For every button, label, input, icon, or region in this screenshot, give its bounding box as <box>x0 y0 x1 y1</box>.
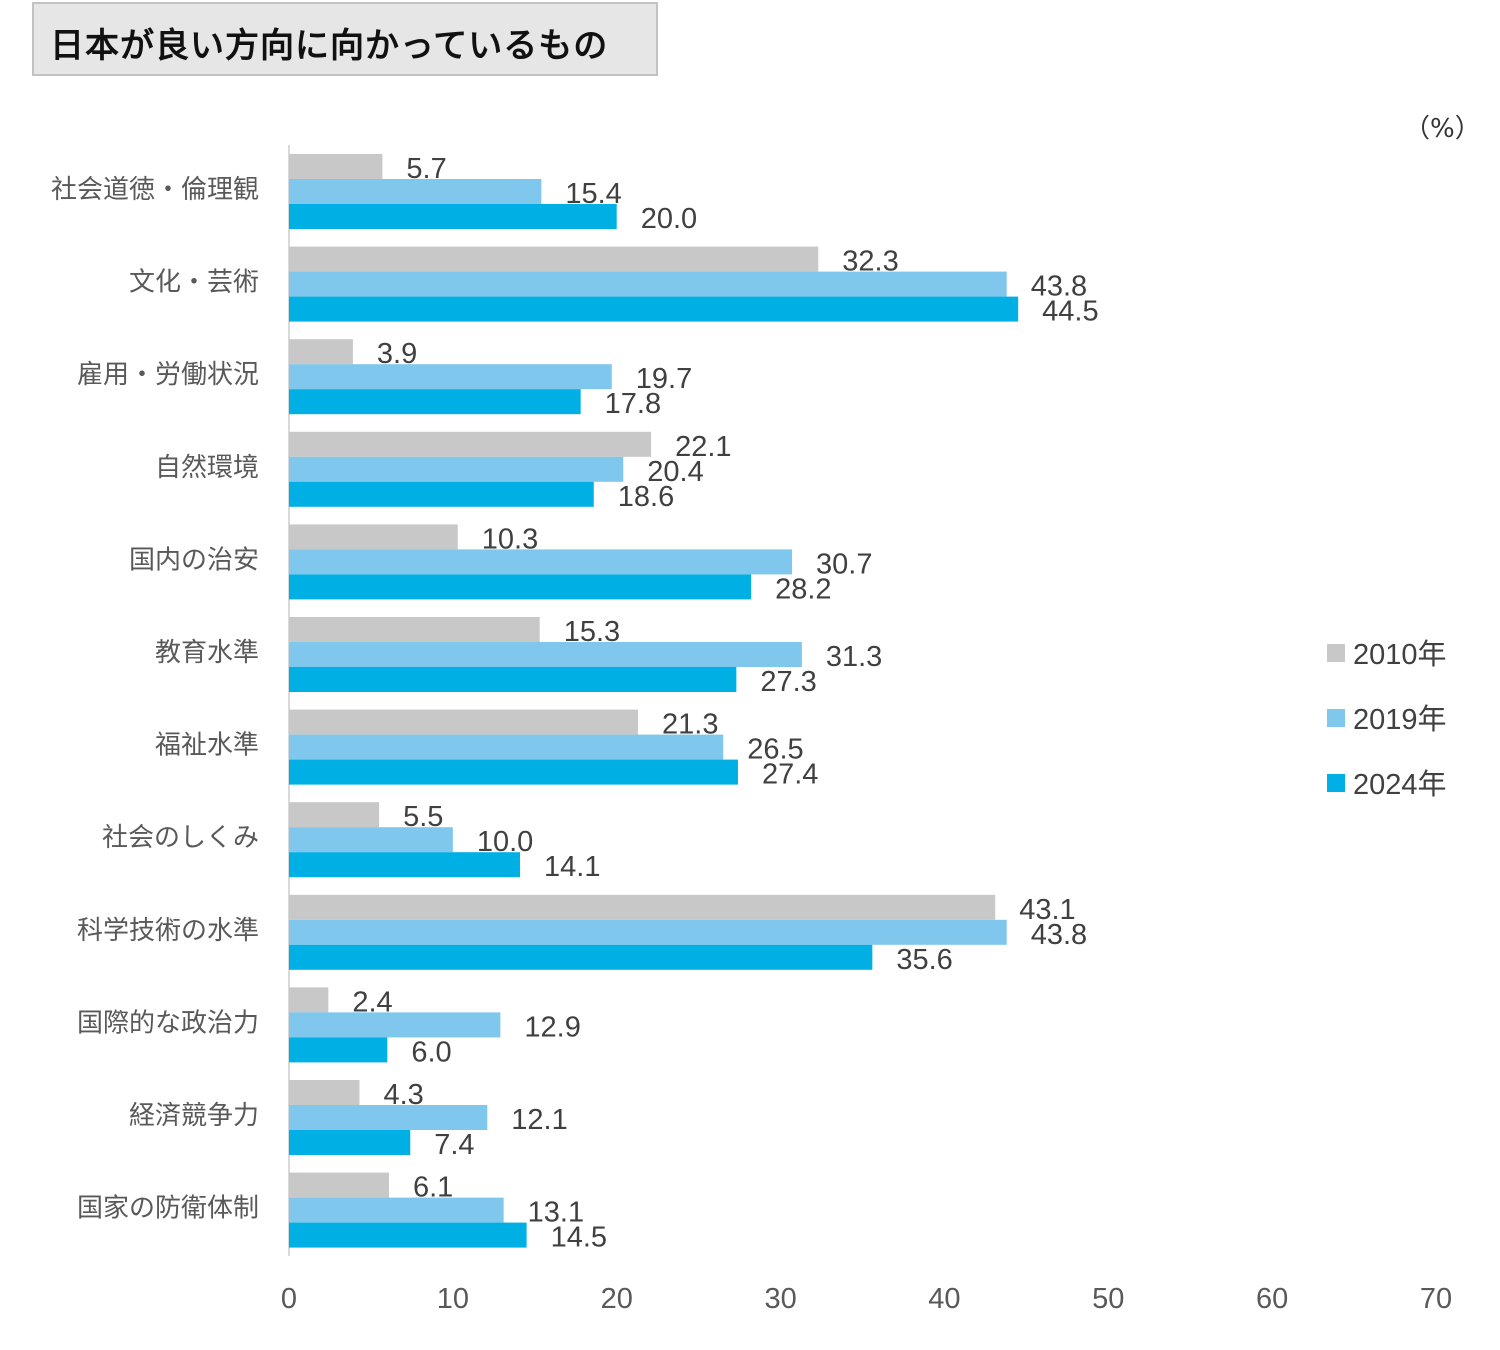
data-label: 43.8 <box>1031 271 1087 303</box>
category-label: 文化・芸術 <box>129 268 259 298</box>
bar-2019年 <box>289 1105 488 1130</box>
bar-2010年 <box>289 339 353 365</box>
bar-2024年 <box>289 481 594 507</box>
category-label: 国内の治安 <box>129 545 259 575</box>
data-label: 35.6 <box>896 944 952 976</box>
legend-label: 2024年 <box>1353 768 1447 801</box>
x-tick-label: 10 <box>437 1283 469 1315</box>
x-tick-label: 50 <box>1092 1283 1124 1315</box>
x-tick-label: 20 <box>601 1283 633 1315</box>
category-label: 教育水準 <box>155 638 259 668</box>
bar-2024年 <box>289 944 873 970</box>
bar-2024年 <box>289 574 752 600</box>
bar-2024年 <box>289 389 581 415</box>
bar-2019年 <box>289 1197 504 1223</box>
data-label: 20.0 <box>641 203 697 235</box>
data-label: 13.1 <box>528 1197 584 1229</box>
legend-swatch <box>1327 774 1345 792</box>
data-label: 12.9 <box>524 1011 580 1043</box>
bar-2024年 <box>289 296 1019 322</box>
chart-title-box: 日本が良い方向に向かっているもの <box>32 2 658 76</box>
data-label: 14.1 <box>544 851 600 883</box>
data-label: 7.4 <box>434 1129 474 1161</box>
legend-swatch <box>1327 644 1345 662</box>
category-label: 国際的な政治力 <box>77 1008 259 1038</box>
unit-label: （%） <box>1404 114 1481 144</box>
bar-2019年 <box>289 827 453 853</box>
bar-2019年 <box>289 364 612 390</box>
category-label: 福祉水準 <box>155 731 259 761</box>
data-label: 22.1 <box>675 431 731 463</box>
data-label: 17.8 <box>605 388 661 420</box>
x-tick-label: 30 <box>764 1283 796 1315</box>
legend-label: 2019年 <box>1353 703 1447 736</box>
x-tick-label: 60 <box>1256 1283 1288 1315</box>
data-label: 30.7 <box>816 548 872 580</box>
x-tick-label: 70 <box>1420 1283 1452 1315</box>
data-label: 44.5 <box>1042 296 1098 328</box>
bar-2010年 <box>289 894 996 920</box>
data-label: 27.3 <box>760 666 816 698</box>
legend-swatch <box>1327 709 1345 727</box>
bar-2019年 <box>289 271 1007 297</box>
category-label: 国家の防衛体制 <box>77 1194 259 1224</box>
bar-2010年 <box>289 1080 360 1105</box>
data-label: 27.4 <box>762 759 818 791</box>
bar-2024年 <box>289 852 521 878</box>
bar-2019年 <box>289 549 793 575</box>
x-tick-label: 40 <box>928 1283 960 1315</box>
bar-2024年 <box>289 1222 527 1248</box>
bar-2024年 <box>289 204 617 229</box>
bar-2019年 <box>289 734 724 760</box>
bar-2019年 <box>289 456 624 482</box>
bar-2024年 <box>289 1130 411 1155</box>
bar-2010年 <box>289 524 458 550</box>
category-label: 社会道徳・倫理観 <box>51 175 259 205</box>
category-label: 社会のしくみ <box>102 823 259 853</box>
legend-label: 2010年 <box>1353 638 1447 671</box>
bar-2019年 <box>289 642 802 667</box>
bar-2010年 <box>289 709 639 735</box>
data-label: 19.7 <box>636 363 692 395</box>
bar-2010年 <box>289 154 383 179</box>
data-label: 18.6 <box>618 481 674 513</box>
category-label: 科学技術の水準 <box>77 916 259 946</box>
data-label: 6.0 <box>411 1036 451 1068</box>
data-label: 43.8 <box>1031 919 1087 951</box>
bar-2019年 <box>289 919 1007 945</box>
bar-2019年 <box>289 1012 501 1038</box>
bar-2010年 <box>289 431 652 457</box>
bar-2024年 <box>289 1037 388 1063</box>
category-label: 雇用・労働状況 <box>77 360 259 390</box>
data-label: 31.3 <box>826 641 882 673</box>
category-label: 経済競争力 <box>129 1101 259 1131</box>
bar-2010年 <box>289 1172 389 1198</box>
data-label: 20.4 <box>647 456 703 488</box>
bar-2010年 <box>289 987 329 1013</box>
data-label: 12.1 <box>511 1104 567 1136</box>
data-label: 43.1 <box>1019 894 1075 926</box>
data-label: 26.5 <box>747 734 803 766</box>
data-label: 14.5 <box>551 1222 607 1254</box>
chart-title: 日本が良い方向に向かっているもの <box>50 26 609 66</box>
bar-2019年 <box>289 179 542 204</box>
category-label: 自然環境 <box>155 453 259 483</box>
bar-2024年 <box>289 759 738 785</box>
data-label: 28.2 <box>775 573 831 605</box>
bar-2010年 <box>289 617 540 642</box>
x-tick-label: 0 <box>281 1283 297 1315</box>
bar-2024年 <box>289 667 737 692</box>
bar-2010年 <box>289 802 380 828</box>
bar-2010年 <box>289 246 819 272</box>
